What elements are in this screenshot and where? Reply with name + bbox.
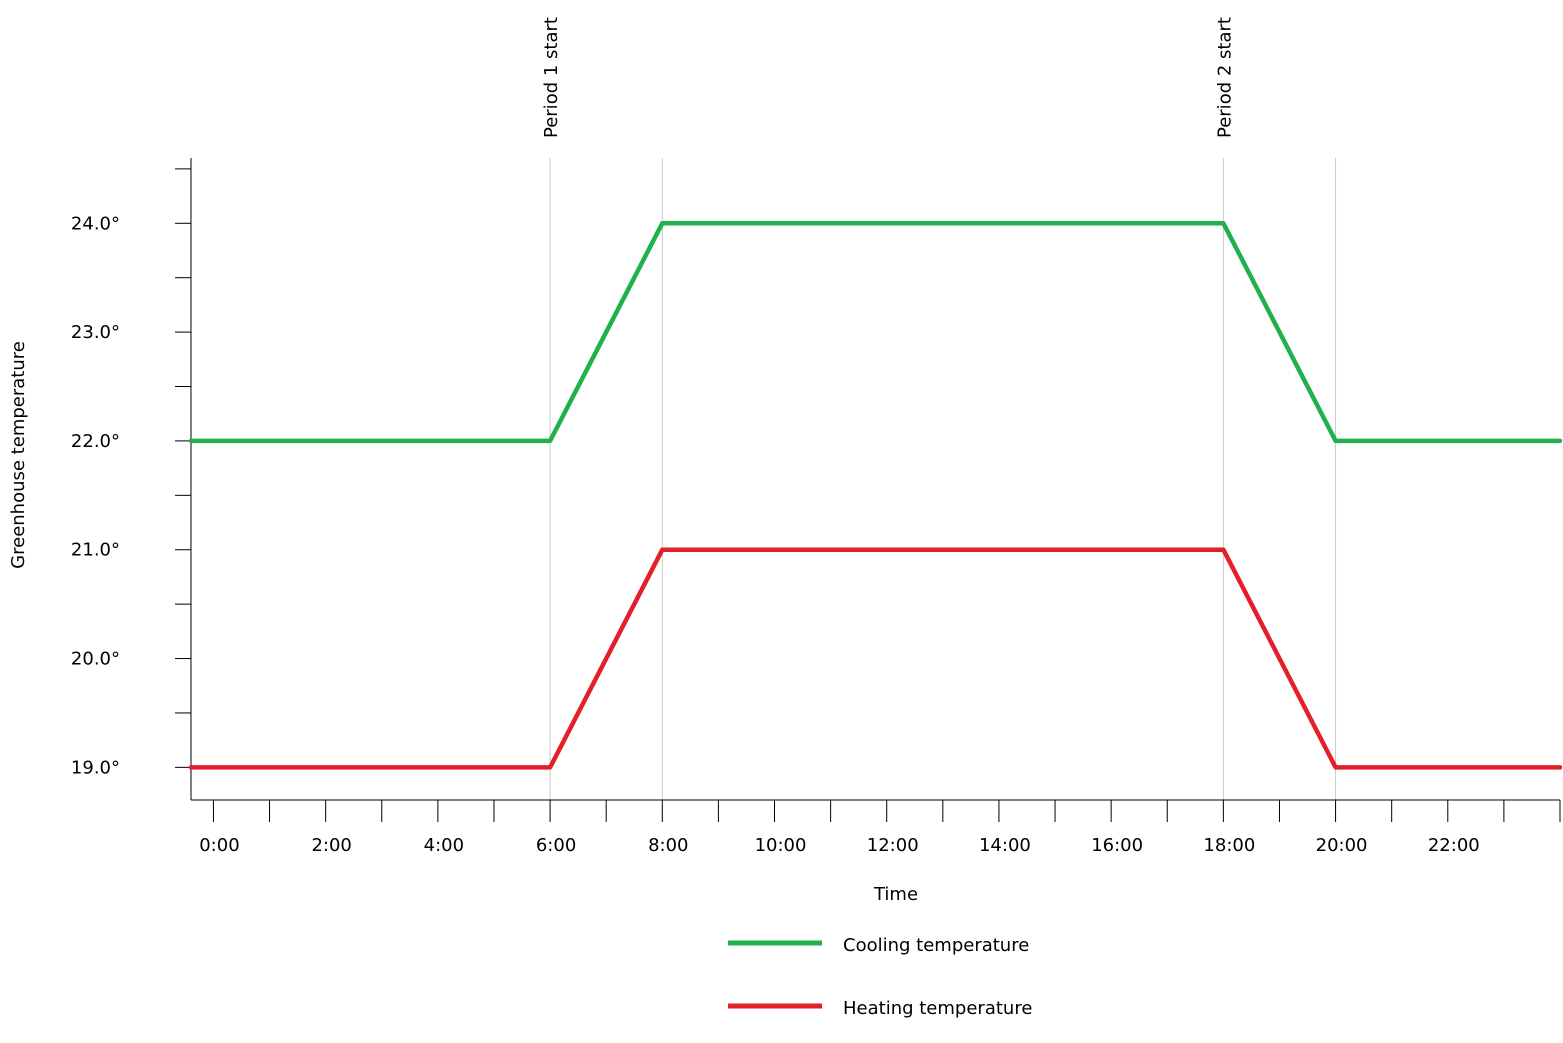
y-tick-label: 23.0° (71, 322, 120, 343)
x-axis-title: Time (873, 884, 918, 905)
series-line-1 (188, 547, 1563, 770)
y-axis-title: Greenhouse temperature (8, 341, 29, 569)
x-tick-label: 0:00 (199, 835, 239, 856)
x-tick-label: 10:00 (755, 835, 807, 856)
x-tick-label: 8:00 (648, 835, 688, 856)
annotations: Period 1 start Period 2 start (541, 17, 1235, 138)
legend: Cooling temperature Heating temperature (728, 935, 1032, 1019)
x-tick-label: 6:00 (536, 835, 576, 856)
y-tick-label: 20.0° (71, 649, 120, 670)
series-group (188, 221, 1563, 770)
period-lines (549, 158, 1337, 800)
x-tick-label: 16:00 (1091, 835, 1143, 856)
x-tick-label: 14:00 (979, 835, 1031, 856)
period-label: Period 1 start (541, 17, 562, 138)
legend-label: Cooling temperature (843, 935, 1029, 956)
x-tick-label: 20:00 (1316, 835, 1368, 856)
x-tick-label: 2:00 (311, 835, 351, 856)
legend-label: Heating temperature (843, 998, 1032, 1019)
y-tick-label: 22.0° (71, 431, 120, 452)
x-tick-label: 12:00 (867, 835, 919, 856)
y-tick-label: 19.0° (71, 757, 120, 778)
series-line-0 (188, 221, 1563, 444)
period-label: Period 2 start (1214, 17, 1235, 138)
x-tick-label: 22:00 (1428, 835, 1480, 856)
axes: 19.0° 20.0° 21.0° 22.0° 23.0° 24.0° 0:00 2:00 4:… (71, 158, 1561, 856)
x-tick-label: 4:00 (424, 835, 464, 856)
x-tick-label: 18:00 (1203, 835, 1255, 856)
y-tick-label: 21.0° (71, 540, 120, 561)
y-tick-label: 24.0° (71, 213, 120, 234)
